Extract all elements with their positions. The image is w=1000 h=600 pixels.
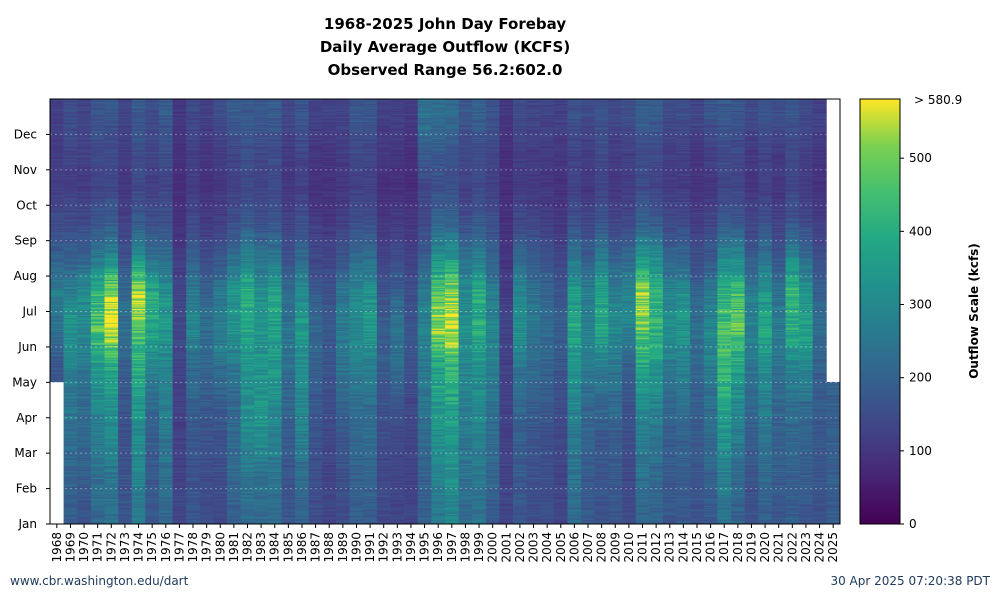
chart-title-line-2: Daily Average Outflow (KCFS)	[320, 38, 570, 56]
chart-title-line-1: 1968-2025 John Day Forebay	[324, 15, 566, 33]
chart-title-line-3: Observed Range 56.2:602.0	[328, 61, 563, 79]
chart-title: 1968-2025 John Day Forebay Daily Average…	[320, 15, 570, 79]
